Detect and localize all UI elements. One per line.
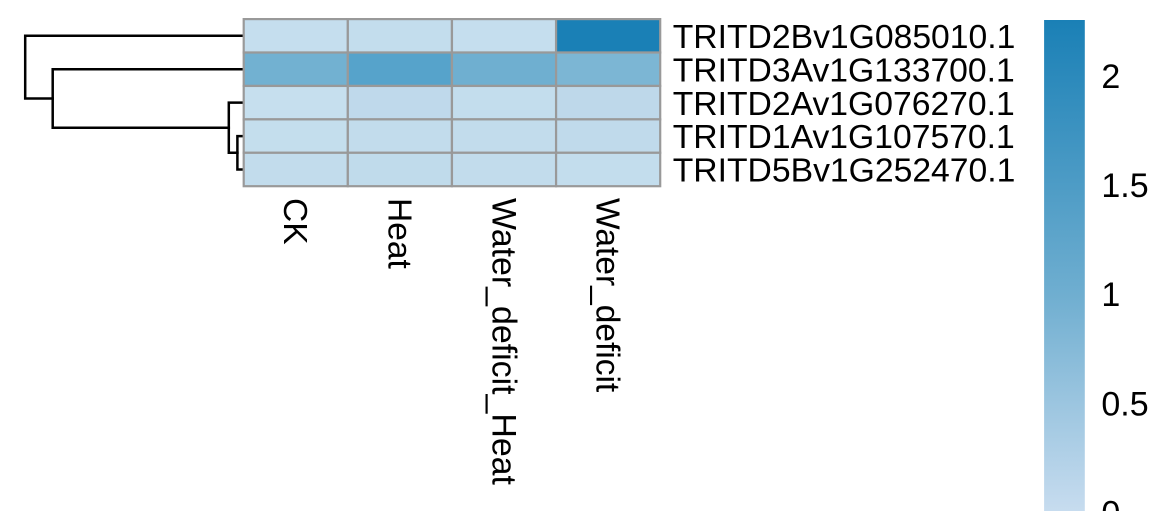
svg-text:TRITD1Av1G107570.1: TRITD1Av1G107570.1 [673, 118, 1015, 156]
svg-text:1.5: 1.5 [1101, 167, 1148, 205]
svg-text:CK: CK [276, 198, 313, 245]
svg-text:2: 2 [1101, 58, 1120, 96]
svg-text:TRITD5Bv1G252470.1: TRITD5Bv1G252470.1 [673, 152, 1016, 190]
svg-text:TRITD2Bv1G085010.1: TRITD2Bv1G085010.1 [673, 18, 1016, 56]
svg-text:TRITD3Av1G133700.1: TRITD3Av1G133700.1 [673, 51, 1015, 89]
svg-text:Heat: Heat [380, 198, 417, 269]
svg-text:Water_deficit: Water_deficit [589, 198, 626, 393]
svg-text:0.5: 0.5 [1101, 385, 1148, 423]
svg-text:0: 0 [1101, 494, 1120, 511]
svg-text:TRITD2Av1G076270.1: TRITD2Av1G076270.1 [673, 85, 1015, 123]
svg-text:1: 1 [1101, 276, 1120, 314]
svg-text:Water_deficit_Heat: Water_deficit_Heat [485, 198, 523, 486]
